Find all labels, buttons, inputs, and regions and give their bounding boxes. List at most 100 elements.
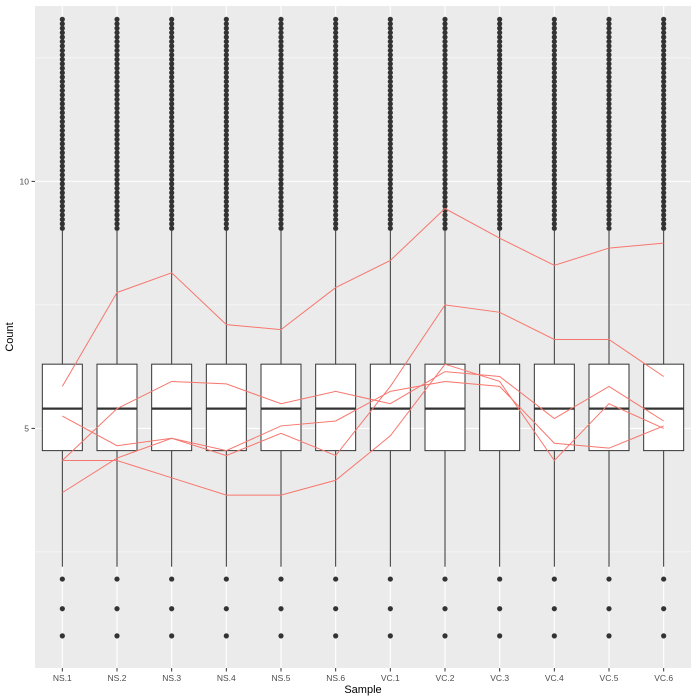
outlier-point: [169, 16, 175, 22]
outlier-point: [387, 83, 393, 89]
outlier-point: [278, 61, 284, 67]
outlier-point: [114, 105, 120, 111]
box-VC.2: [424, 16, 466, 639]
outlier-point: [333, 154, 339, 160]
outlier-point: [551, 21, 557, 27]
outlier-point: [606, 132, 612, 138]
outlier-point: [278, 87, 284, 94]
outlier-point: [497, 74, 503, 80]
outlier-point: [551, 38, 557, 45]
series-line-3: [61, 371, 664, 461]
outlier-point: [387, 56, 393, 62]
outlier-point: [606, 154, 612, 160]
outlier-point: [606, 163, 612, 169]
outlier-point: [59, 159, 65, 165]
outlier-point: [442, 190, 448, 196]
outlier-point: [442, 212, 448, 218]
outlier-point: [606, 181, 612, 187]
outlier-point: [661, 83, 667, 89]
outlier-point: [114, 114, 120, 120]
outlier-point: [333, 132, 339, 138]
outlier-point: [551, 141, 557, 147]
outlier-point: [333, 110, 339, 116]
outlier-point: [387, 78, 393, 85]
outlier-point: [606, 185, 612, 191]
outlier-point: [606, 34, 612, 40]
outlier-point: [59, 127, 65, 134]
outlier-point: [169, 61, 175, 67]
outlier-point: [661, 181, 667, 187]
outlier-point: [661, 56, 667, 62]
outlier-point: [59, 207, 65, 214]
box-body: [588, 363, 630, 452]
outlier-point: [387, 74, 393, 80]
outlier-point: [497, 47, 503, 54]
outlier-point: [114, 212, 120, 218]
outlier-point: [333, 74, 339, 80]
outlier-point: [114, 47, 120, 54]
outlier-point: [497, 136, 503, 142]
outlier-point: [442, 163, 448, 169]
outlier-point: [169, 78, 175, 85]
outlier-point: [333, 181, 339, 187]
outlier-point: [223, 65, 229, 71]
outlier-point: [387, 21, 393, 27]
outlier-point: [223, 154, 229, 160]
outlier-point: [387, 203, 393, 209]
outlier-point: [442, 576, 448, 582]
outlier-point: [442, 145, 448, 151]
outlier-point: [551, 52, 557, 58]
outlier-point: [387, 154, 393, 160]
outlier-point: [661, 21, 667, 27]
outlier-point: [169, 38, 175, 45]
outlier-point: [278, 123, 284, 129]
outlier-point: [114, 136, 120, 142]
outlier-point: [606, 78, 612, 85]
outlier-point: [278, 606, 284, 612]
outlier-point: [551, 221, 557, 227]
outlier-point: [661, 110, 667, 116]
outlier-point: [442, 633, 448, 639]
outlier-point: [169, 123, 175, 129]
outlier-point: [442, 38, 448, 45]
x-tick-label: VC.5: [600, 673, 619, 683]
outlier-point: [442, 199, 448, 205]
x-tick-label: NS.6: [326, 673, 345, 683]
outlier-point: [497, 176, 503, 183]
outlier-point: [661, 65, 667, 71]
outlier-point: [59, 101, 65, 107]
outlier-point: [333, 176, 339, 183]
outlier-point: [278, 105, 284, 111]
outlier-point: [333, 207, 339, 214]
outlier-point: [278, 119, 284, 125]
outlier-point: [333, 105, 339, 111]
outlier-point: [223, 16, 229, 22]
outlier-point: [278, 199, 284, 205]
outlier-point: [551, 61, 557, 67]
outlier-point: [497, 221, 503, 227]
outlier-point: [223, 159, 229, 165]
outlier-point: [59, 225, 65, 231]
outlier-point: [551, 127, 557, 134]
outlier-point: [442, 74, 448, 80]
outlier-point: [114, 145, 120, 151]
outlier-point: [661, 30, 667, 36]
outlier-point: [59, 70, 65, 76]
outlier-point: [606, 190, 612, 196]
outlier-point: [551, 145, 557, 151]
outlier-point: [442, 16, 448, 22]
outlier-point: [278, 576, 284, 582]
outlier-point: [114, 576, 120, 582]
outlier-point: [223, 127, 229, 134]
outlier-point: [661, 199, 667, 205]
outlier-point: [223, 25, 229, 31]
outlier-point: [223, 216, 229, 223]
outlier-point: [387, 65, 393, 71]
box-body: [643, 363, 685, 452]
box-body: [96, 363, 138, 452]
outlier-point: [497, 123, 503, 129]
outlier-point: [169, 83, 175, 89]
outlier-point: [387, 101, 393, 107]
outlier-point: [606, 101, 612, 107]
outlier-point: [661, 52, 667, 58]
